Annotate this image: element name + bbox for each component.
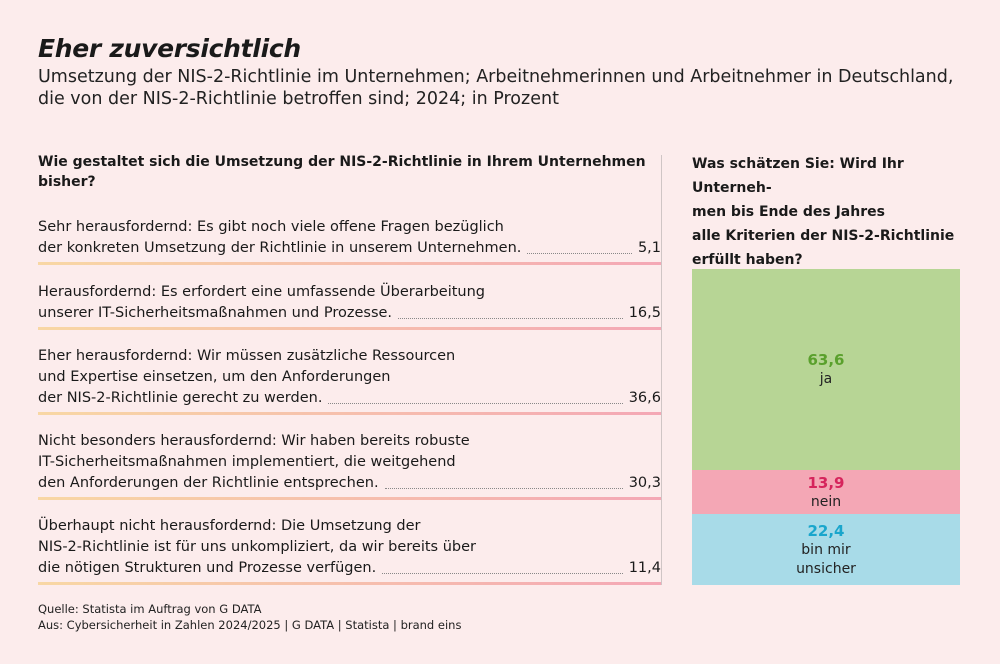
answer-text-line: NIS-2-Richtlinie ist für uns unkomplizie… [38, 539, 477, 555]
segment-label: ja [819, 371, 833, 387]
source-note: Quelle: Statista im Auftrag von G DATA [38, 602, 262, 616]
segment-value: 63,6 [807, 351, 845, 369]
answer-underline [38, 497, 661, 500]
leader-dots [328, 402, 623, 404]
right-question: Was schätzen Sie: Wird Ihr Unterneh- men… [692, 152, 972, 272]
leader-dots [398, 317, 623, 319]
answer-row: Überhaupt nicht herausfordernd: Die Umse… [38, 516, 661, 585]
column-divider [661, 155, 662, 585]
answer-underline [38, 327, 661, 330]
answer-text-line: Sehr herausfordernd: Es gibt noch viele … [38, 219, 504, 235]
left-question: Wie gestaltet sich die Umsetzung der NIS… [38, 154, 646, 190]
answer-text-line: Nicht besonders herausfordernd: Wir habe… [38, 433, 470, 449]
answer-value: 5,1 [637, 240, 661, 256]
segment-label: nein [810, 493, 842, 510]
answer-text-line: IT-Sicherheitsmaßnahmen implementiert, d… [38, 454, 456, 470]
answer-text-line: der konkreten Umsetzung der Richtlinie i… [38, 238, 661, 259]
answer-text-line: die nötigen Strukturen und Prozesse verf… [38, 558, 661, 579]
segment-value: 13,9 [807, 473, 845, 492]
answer-value: 16,5 [628, 305, 661, 321]
answer-text-line: und Expertise einsetzen, um den Anforder… [38, 369, 391, 385]
answer-text-line: Überhaupt nicht herausfordernd: Die Umse… [38, 518, 421, 534]
bar-segment-ja: 63,6 ja [692, 269, 960, 470]
answer-value: 30,3 [628, 475, 661, 491]
footer: Quelle: Statista im Auftrag von G DATA A… [38, 601, 461, 633]
answer-underline [38, 412, 661, 415]
answer-value: 36,6 [628, 390, 661, 406]
chart-title: Eher zuversichtlich [38, 34, 301, 63]
publication-note: Aus: Cybersicherheit in Zahlen 2024/2025… [38, 618, 462, 632]
answer-row: Herausfordernd: Es erfordert eine umfass… [38, 282, 661, 330]
right-question-line: men bis Ende des Jahres [692, 204, 885, 220]
answer-text-line: der NIS-2-Richtlinie gerecht zu werden. 3… [38, 388, 661, 409]
bar-segment-unsicher: 22,4 bin mir unsicher [692, 514, 960, 585]
answer-row: Eher herausfordernd: Wir müssen zusätzli… [38, 346, 661, 415]
segment-value: 22,4 [807, 521, 845, 540]
answer-underline [38, 262, 661, 265]
answer-underline [38, 582, 661, 585]
leader-dots [527, 252, 632, 254]
right-question-line: erfüllt haben? [692, 252, 803, 268]
leader-dots [384, 487, 623, 489]
answer-text-line: Herausfordernd: Es erfordert eine umfass… [38, 284, 485, 300]
chart-subtitle: Umsetzung der NIS-2-Richtlinie im Untern… [38, 67, 954, 109]
bar-segment-nein: 13,9 nein [692, 470, 960, 514]
segment-label: unsicher [796, 560, 856, 577]
stacked-bar-chart: 63,6 ja 13,9 nein 22,4 bin mir unsicher [692, 269, 960, 585]
answer-text-line: unserer IT-Sicherheitsmaßnahmen und Proz… [38, 303, 661, 324]
right-question-line: alle Kriterien der NIS-2-Richtlinie [692, 228, 955, 244]
segment-label: bin mir [801, 541, 851, 558]
answer-row: Nicht besonders herausfordernd: Wir habe… [38, 431, 661, 500]
right-question-line: Was schätzen Sie: Wird Ihr Unterneh- [692, 156, 904, 196]
answer-row: Sehr herausfordernd: Es gibt noch viele … [38, 217, 661, 265]
answer-text-line: den Anforderungen der Richtlinie entspre… [38, 473, 661, 494]
leader-dots [382, 572, 623, 574]
answer-value: 11,4 [628, 560, 661, 576]
answer-text-line: Eher herausfordernd: Wir müssen zusätzli… [38, 348, 456, 364]
